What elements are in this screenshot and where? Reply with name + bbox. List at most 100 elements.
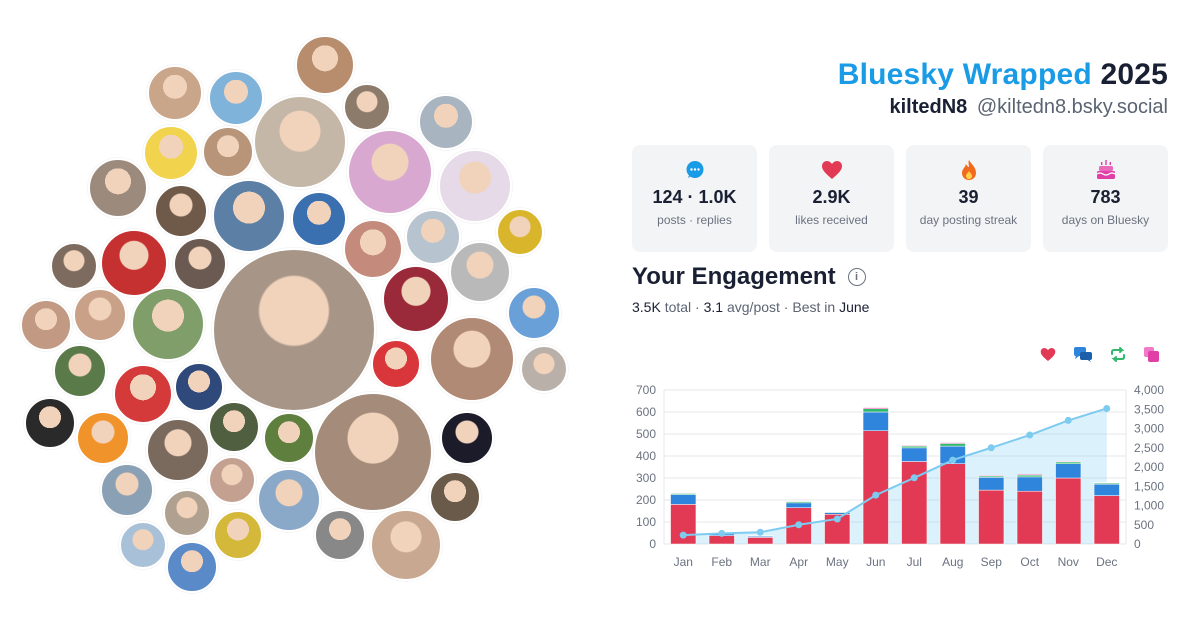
y-right-tick-label: 1,000 [1134, 499, 1164, 513]
reposts-legend-icon[interactable] [1110, 347, 1126, 362]
x-tick-label: Jun [866, 555, 885, 569]
avatar-31[interactable] [520, 345, 568, 393]
bar-quotes [939, 442, 966, 444]
avatar-25[interactable] [507, 286, 561, 340]
avatar-2[interactable] [208, 70, 264, 126]
avatar-39[interactable] [440, 411, 494, 465]
cumulative-point [756, 528, 764, 536]
avatar-21[interactable] [449, 241, 511, 303]
avatar-34[interactable] [24, 397, 76, 449]
bar-likes [747, 537, 774, 545]
avatar-35[interactable] [76, 411, 130, 465]
total-label: total [664, 299, 692, 315]
x-tick-label: Jan [674, 555, 693, 569]
bar-likes [862, 430, 889, 545]
avatar-42[interactable] [208, 456, 256, 504]
info-icon[interactable]: i [847, 268, 866, 286]
avatar-4[interactable] [343, 83, 391, 131]
stats-row: 124 · 1.0K posts · replies 2.9K likes re… [632, 145, 1168, 252]
x-tick-label: Mar [750, 555, 771, 569]
bar-reposts [939, 443, 966, 447]
avatar-37[interactable] [263, 412, 315, 464]
avatar-1[interactable] [295, 35, 355, 95]
avatar-36[interactable] [208, 401, 260, 453]
x-tick-label: May [826, 555, 849, 569]
x-tick-label: Dec [1096, 555, 1117, 569]
avatar-6[interactable] [253, 95, 347, 189]
cumulative-point [833, 515, 841, 523]
quotes-legend-icon[interactable] [1144, 347, 1159, 362]
avatar-49[interactable] [119, 521, 167, 569]
avatar-7[interactable] [143, 125, 199, 181]
user-line: kiltedN8 @kiltedn8.bsky.social [838, 96, 1169, 119]
avatar-41[interactable] [100, 463, 154, 517]
avatar-24[interactable] [131, 287, 205, 361]
cumulative-point [718, 529, 726, 537]
avatar-11[interactable] [88, 158, 148, 218]
avatar-50[interactable] [166, 541, 218, 593]
cumulative-point [910, 474, 918, 482]
avatar-29[interactable] [371, 339, 421, 389]
avatar-19[interactable] [173, 237, 227, 291]
heart-icon [769, 159, 894, 181]
avatar-5[interactable] [418, 94, 474, 150]
avatar-8[interactable] [202, 126, 254, 178]
avatar-17[interactable] [496, 208, 544, 256]
display-name[interactable]: kiltedN8 [889, 96, 968, 118]
avatar-47[interactable] [314, 509, 366, 561]
avatar-20[interactable] [50, 242, 98, 290]
avatar-9[interactable] [347, 129, 433, 215]
x-tick-label: Oct [1020, 555, 1039, 569]
avatar-16[interactable] [405, 209, 461, 265]
x-tick-label: Aug [942, 555, 963, 569]
avatar-28[interactable] [53, 344, 107, 398]
stat-value: 39 [958, 187, 979, 207]
y-left-tick-label: 0 [649, 537, 656, 551]
avatar-30[interactable] [429, 316, 515, 402]
cumulative-point [949, 456, 957, 464]
engagement-title-text: Your Engagement [632, 263, 836, 290]
avatar-43[interactable] [257, 468, 321, 532]
bar-replies [978, 477, 1005, 491]
total-value: 3.5K [632, 299, 661, 315]
avatar-14[interactable] [291, 191, 347, 247]
avatar-3[interactable] [147, 65, 203, 121]
cumulative-area [683, 408, 1107, 544]
avatar-23[interactable] [73, 288, 127, 342]
avatar-40[interactable] [146, 418, 210, 482]
avatar-27[interactable] [20, 299, 72, 351]
avatar-13[interactable] [212, 179, 286, 253]
y-right-tick-label: 500 [1134, 518, 1154, 532]
avatar-38[interactable] [313, 392, 433, 512]
avatar-26[interactable] [382, 265, 450, 333]
avatar-18[interactable] [100, 229, 168, 297]
stat-card-streak: 39 day posting streak [906, 145, 1031, 252]
avatar-22[interactable] [212, 248, 376, 412]
avatar-44[interactable] [163, 489, 211, 537]
avatar-15[interactable] [343, 219, 403, 279]
x-tick-label: Apr [789, 555, 808, 569]
y-right-tick-label: 3,500 [1134, 402, 1164, 416]
avatar-12[interactable] [154, 184, 208, 238]
stat-value: 783 [1090, 187, 1121, 207]
avatar-10[interactable] [438, 149, 512, 223]
likes-legend-icon[interactable] [1040, 347, 1056, 362]
chart-legend [1040, 347, 1159, 362]
replies-legend-icon[interactable] [1074, 347, 1092, 362]
avatar-32[interactable] [113, 364, 173, 424]
stat-card-days: 783 days on Bluesky [1043, 145, 1168, 252]
avatar-45[interactable] [429, 471, 481, 523]
best-month: June [839, 299, 870, 315]
bar-quotes [1016, 474, 1043, 476]
x-tick-label: Nov [1058, 555, 1079, 569]
bar-likes [1016, 490, 1043, 545]
y-left-tick-label: 600 [636, 405, 656, 419]
page-title: Bluesky Wrapped 2025 [838, 58, 1168, 92]
bar-replies [670, 494, 697, 505]
avatar-46[interactable] [213, 510, 263, 560]
avg-label: avg/post [726, 299, 780, 315]
bar-quotes [901, 445, 928, 447]
avatar-33[interactable] [174, 362, 224, 412]
avatar-48[interactable] [370, 509, 442, 581]
user-handle[interactable]: @kiltedn8.bsky.social [976, 96, 1168, 118]
